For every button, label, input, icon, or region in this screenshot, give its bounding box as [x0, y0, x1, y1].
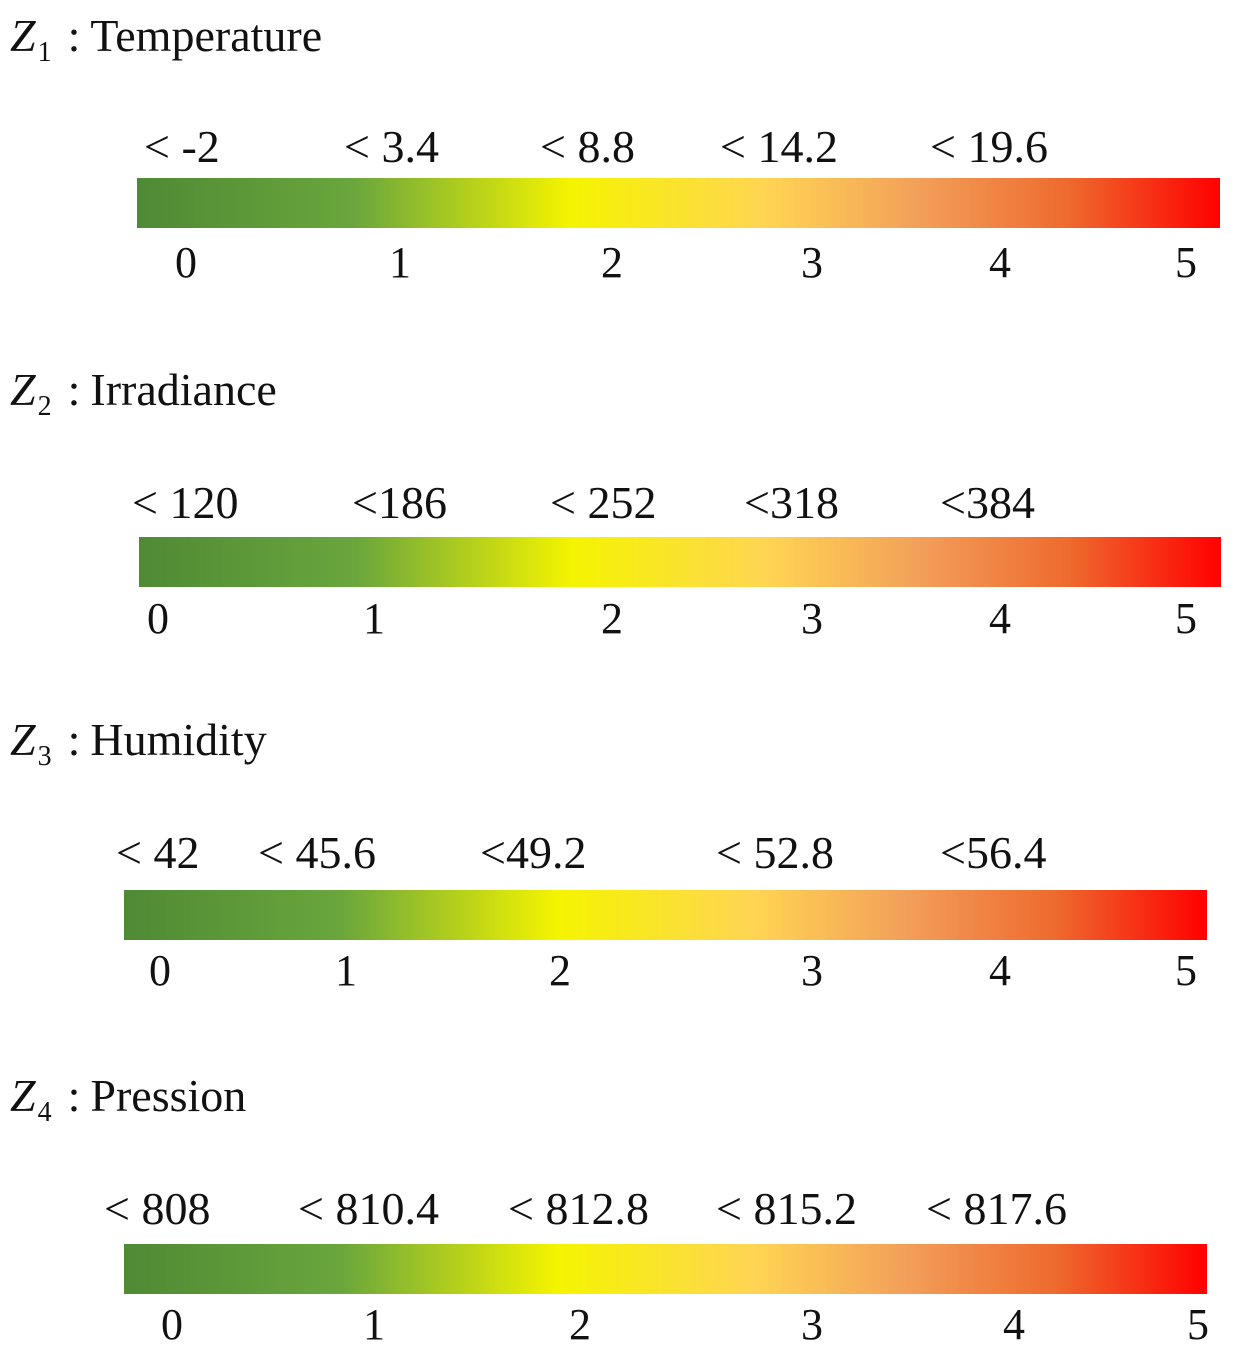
variable-symbol: Z — [10, 714, 36, 765]
threshold-label: < 19.6 — [930, 121, 1048, 172]
scale-label: 4 — [989, 594, 1011, 643]
color-gradient-bar — [137, 178, 1220, 228]
scale-label: 2 — [549, 946, 571, 995]
scale-label: 1 — [335, 946, 357, 995]
scale-label: 0 — [161, 1300, 183, 1349]
threshold-label: < 808 — [104, 1183, 211, 1234]
scale-label: 0 — [175, 238, 197, 287]
color-gradient-bar — [124, 1244, 1207, 1294]
variable-subscript: 2 — [37, 391, 52, 422]
scale-label: 5 — [1187, 1300, 1209, 1349]
panel-temperature: Z1: Temperature < -2 < 3.4 < 8.8 < 14.2 <… — [0, 6, 1234, 306]
panel-title: Z1: Temperature — [10, 6, 322, 83]
threshold-label: < 810.4 — [298, 1183, 439, 1234]
scale-label: 5 — [1175, 946, 1197, 995]
scale-label: 4 — [989, 946, 1011, 995]
threshold-label: < 14.2 — [720, 121, 838, 172]
scale-label: 3 — [801, 238, 823, 287]
title-separator: : — [67, 364, 81, 415]
threshold-label: < 3.4 — [344, 121, 439, 172]
variable-symbol: Z — [10, 1070, 36, 1121]
threshold-label: < -2 — [144, 121, 220, 172]
scale-label: 1 — [363, 594, 385, 643]
threshold-label: < 812.8 — [508, 1183, 649, 1234]
variable-name: Temperature — [90, 10, 323, 61]
threshold-label: < 120 — [132, 477, 239, 528]
panel-irradiance: Z2: Irradiance < 120 <186 < 252 <318 <384… — [0, 360, 1234, 660]
variable-name: Humidity — [90, 714, 267, 765]
scale-label: 0 — [147, 594, 169, 643]
threshold-label: <186 — [352, 477, 447, 528]
variable-name: Pression — [90, 1070, 247, 1121]
scale-label: 2 — [601, 594, 623, 643]
threshold-label: <318 — [744, 477, 839, 528]
threshold-label: < 815.2 — [716, 1183, 857, 1234]
threshold-label: < 8.8 — [540, 121, 635, 172]
variable-subscript: 1 — [37, 37, 52, 68]
variable-subscript: 4 — [37, 1097, 52, 1128]
color-gradient-bar — [139, 537, 1221, 587]
threshold-label: < 252 — [550, 477, 657, 528]
panel-pression: Z4: Pression < 808 < 810.4 < 812.8 < 815.… — [0, 1066, 1234, 1354]
scale-label: 0 — [149, 946, 171, 995]
title-separator: : — [67, 10, 81, 61]
threshold-label: < 42 — [116, 827, 200, 878]
variable-subscript: 3 — [37, 741, 52, 772]
panel-humidity: Z3: Humidity < 42 < 45.6 <49.2 < 52.8 <56… — [0, 710, 1234, 1010]
scale-label: 3 — [801, 946, 823, 995]
variable-symbol: Z — [10, 10, 36, 61]
variable-name: Irradiance — [90, 364, 277, 415]
scale-label: 2 — [601, 238, 623, 287]
scale-label: 5 — [1175, 238, 1197, 287]
scale-label: 1 — [389, 238, 411, 287]
threshold-label: < 52.8 — [716, 827, 834, 878]
panel-title: Z2: Irradiance — [10, 360, 277, 437]
panel-title: Z3: Humidity — [10, 710, 267, 787]
threshold-label: <56.4 — [940, 827, 1047, 878]
scale-label: 3 — [801, 1300, 823, 1349]
threshold-label: < 817.6 — [926, 1183, 1067, 1234]
scale-label: 3 — [801, 594, 823, 643]
threshold-label: <49.2 — [480, 827, 587, 878]
title-separator: : — [67, 1070, 81, 1121]
scale-label: 5 — [1175, 594, 1197, 643]
threshold-label: <384 — [940, 477, 1035, 528]
threshold-label: < 45.6 — [258, 827, 376, 878]
title-separator: : — [67, 714, 81, 765]
color-gradient-bar — [124, 890, 1207, 940]
scale-label: 1 — [363, 1300, 385, 1349]
variable-symbol: Z — [10, 364, 36, 415]
scale-label: 2 — [569, 1300, 591, 1349]
scale-label: 4 — [989, 238, 1011, 287]
panel-title: Z4: Pression — [10, 1066, 246, 1143]
scale-label: 4 — [1003, 1300, 1025, 1349]
